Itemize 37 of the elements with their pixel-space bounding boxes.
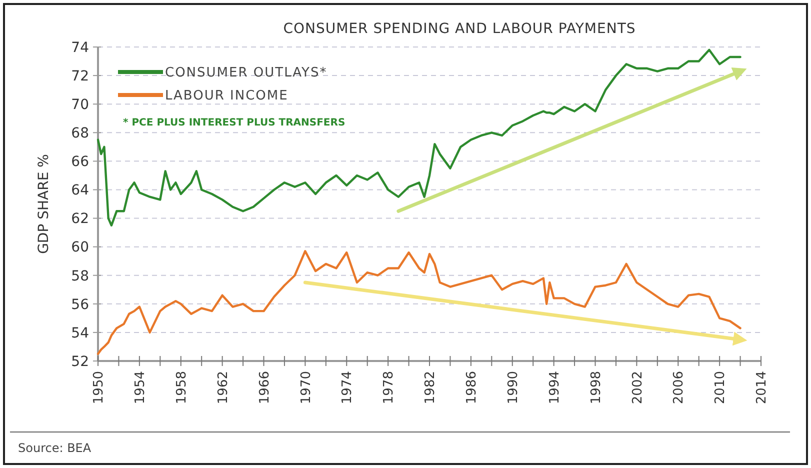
y-tick-label: 74 — [71, 40, 90, 56]
x-tick-label: 1982 — [423, 371, 438, 404]
x-tick-label: 1966 — [257, 371, 272, 404]
legend-label: LABOUR INCOME — [165, 88, 288, 104]
x-tick-label: 1958 — [174, 371, 190, 404]
y-tick-label: 64 — [71, 182, 90, 199]
line-series — [96, 250, 742, 355]
y-tick-label: 62 — [71, 211, 89, 228]
legend-label: CONSUMER OUTLAYS* — [165, 66, 328, 81]
y-tick-label: 72 — [71, 68, 89, 84]
x-tick-label: 2014 — [754, 371, 770, 404]
x-tick-label: 1978 — [382, 371, 397, 404]
x-tick-label: 1954 — [132, 371, 148, 404]
y-tick-label: 58 — [71, 268, 89, 284]
x-tick-label: 1962 — [216, 371, 231, 404]
x-tick-label: 2002 — [630, 371, 646, 404]
y-tick-label: 52 — [71, 354, 89, 370]
y-tick-label: 60 — [71, 240, 89, 256]
x-tick-label: 2010 — [713, 371, 728, 404]
annotation: * PCE PLUS INTEREST PLUS TRANSFERS — [123, 118, 346, 128]
y-tick-label: 56 — [71, 296, 90, 313]
y-tick-label: 70 — [71, 96, 89, 113]
y-tick-label: 54 — [71, 325, 90, 342]
x-tick-label: 1950 — [92, 371, 107, 404]
chart-title: CONSUMER SPENDING AND LABOUR PAYMENTS — [283, 21, 636, 37]
y-tick-label: 68 — [71, 126, 89, 142]
x-tick-label: 2006 — [672, 371, 687, 404]
y-axis-title: GDP SHARE % — [36, 154, 52, 254]
x-tick-label: 1998 — [588, 371, 604, 404]
source-note: Source: BEA — [18, 441, 92, 455]
x-tick-label: 1986 — [464, 371, 480, 404]
y-tick-label: 66 — [71, 154, 90, 170]
x-tick-label: 1990 — [506, 371, 521, 404]
x-tick-label: 1970 — [298, 371, 314, 404]
x-tick-label: 1994 — [547, 371, 562, 404]
x-tick-label: 1974 — [340, 371, 356, 404]
line-series — [96, 48, 742, 227]
